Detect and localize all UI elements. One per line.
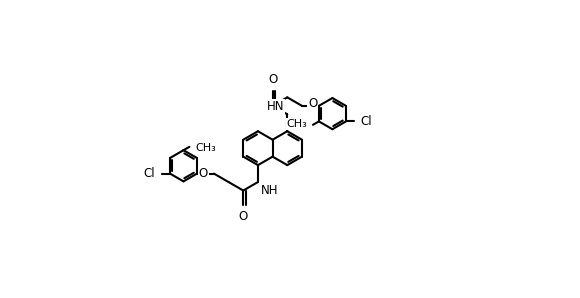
Text: Cl: Cl xyxy=(144,167,155,180)
Text: Cl: Cl xyxy=(361,115,372,128)
Text: O: O xyxy=(308,97,317,110)
Text: O: O xyxy=(238,210,248,223)
Text: O: O xyxy=(268,73,277,86)
Text: CH₃: CH₃ xyxy=(287,119,307,129)
Text: NH: NH xyxy=(261,184,278,197)
Text: O: O xyxy=(198,167,208,180)
Text: HN: HN xyxy=(267,100,284,113)
Text: CH₃: CH₃ xyxy=(195,143,216,153)
